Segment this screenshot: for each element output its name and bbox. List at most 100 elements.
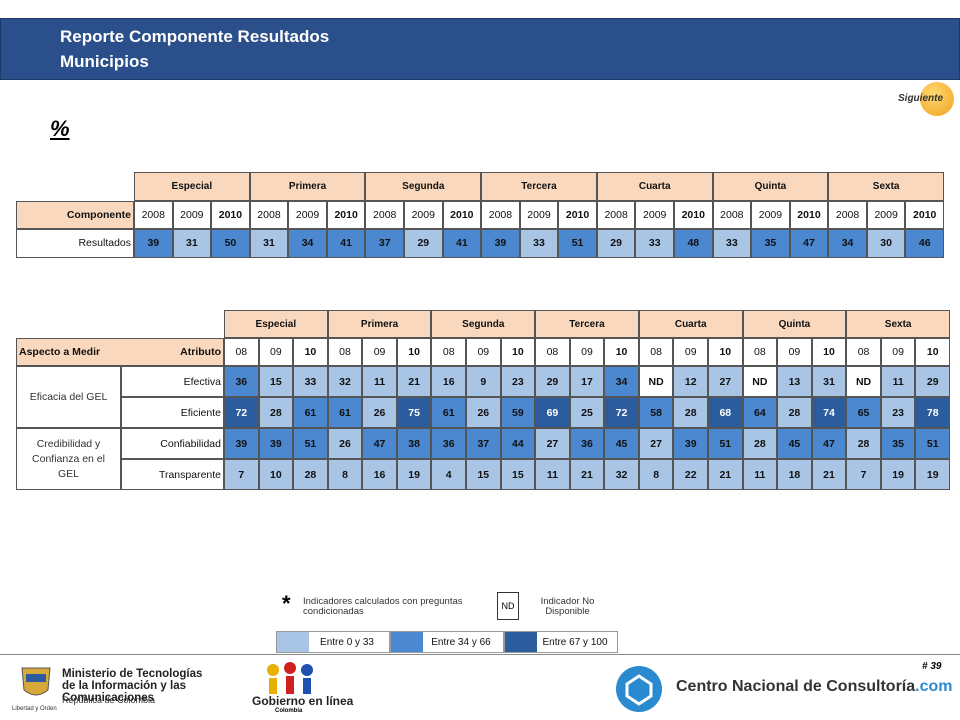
year-header: 09 [466,338,501,366]
value-cell: 72 [604,397,639,428]
value-cell: 75 [396,397,432,428]
group-header: Sexta [846,310,950,338]
value-cell: 33 [635,229,674,258]
unit-label: % [50,116,70,141]
value-cell: 15 [466,459,501,490]
value-cell: 28 [742,428,778,459]
year-header: 09 [673,338,708,366]
value-cell: 21 [811,459,847,490]
year-header: 09 [880,338,916,366]
group-header: Especial [134,172,250,201]
value-cell: 28 [846,428,881,459]
year-header: 10 [500,338,536,366]
value-cell: 33 [712,229,752,258]
value-cell: 39 [258,428,294,459]
value-cell: 9 [466,366,501,397]
value-cell: 21 [396,366,432,397]
value-cell: 16 [362,459,397,490]
next-button-circle[interactable] [920,82,954,116]
value-cell: 29 [404,229,443,258]
year-header: 2008 [365,200,404,229]
value-cell: 15 [500,459,536,490]
year-header: 2008 [481,200,520,229]
republic: República de Colombia [62,695,156,705]
row-header: Componente [16,200,134,229]
value-cell: 23 [880,397,916,428]
value-cell: 26 [362,397,397,428]
value-cell: 51 [708,428,743,459]
value-cell: 78 [915,397,950,428]
year-header: 10 [708,338,743,366]
year-header: 2010 [674,200,713,229]
value-cell: 4 [431,459,466,490]
value-cell: 33 [293,366,328,397]
value-cell: 25 [569,397,605,428]
cnc-cube [625,674,653,706]
group-header: Cuarta [638,310,743,338]
cnc-name: Centro Nacional de Consultoría [676,678,916,695]
year-header: 09 [777,338,812,366]
value-cell: 34 [828,229,867,258]
year-header: 10 [293,338,328,366]
aspect-label: Eficacia del GEL [16,366,121,428]
value-cell: 34 [604,366,639,397]
year-header: 08 [742,338,778,366]
gel-country: Colombia [275,708,303,714]
motto: Libertad y Orden [12,706,57,712]
group-header: Quinta [712,172,829,201]
value-cell: 21 [708,459,743,490]
row-label: Resultados [16,229,134,258]
aspect-label: Credibilidad y Confianza en el GEL [16,428,121,490]
value-cell: 26 [466,397,501,428]
value-cell: 31 [249,229,289,258]
value-cell: 35 [751,229,790,258]
value-cell: 74 [811,397,847,428]
value-cell: 39 [673,428,708,459]
value-cell: 47 [362,428,397,459]
group-header: Especial [224,310,328,338]
value-cell: 37 [466,428,501,459]
value-cell: 11 [535,459,570,490]
value-cell: 39 [481,229,520,258]
year-header: 2009 [172,200,212,229]
legend-nd-box: ND [497,592,519,620]
value-cell: 72 [224,397,259,428]
value-cell: ND [846,366,881,397]
value-cell: 27 [535,428,570,459]
attribute-label: Transparente [121,459,224,490]
page-number: # 39 [922,661,942,672]
year-header: 2008 [712,200,752,229]
value-cell: 26 [327,428,363,459]
ministry: Ministerio de Tecnologías de la Informac… [62,668,203,704]
figure [303,678,311,694]
year-header: 08 [638,338,674,366]
year-header: 10 [915,338,950,366]
subtitle: Municipios [60,52,149,71]
value-cell: 51 [558,229,597,258]
title: Reporte Componente Resultados [60,27,330,46]
value-cell: 18 [777,459,812,490]
value-cell: 7 [224,459,259,490]
value-cell: 28 [673,397,708,428]
group-header: Quinta [742,310,847,338]
value-cell: 13 [777,366,812,397]
year-header: 08 [846,338,881,366]
value-cell: 46 [905,229,944,258]
year-header: 08 [535,338,570,366]
legend-swatch: Entre 0 y 33 [276,631,390,653]
value-cell: 51 [293,428,328,459]
title-bar [0,18,960,80]
aspect-header: Aspecto a Medir [16,338,121,366]
value-cell: 27 [708,366,743,397]
legend-conditional: Indicadores calculados con preguntas con… [303,596,463,617]
value-cell: 29 [596,229,636,258]
value-cell: 29 [535,366,570,397]
value-cell: 45 [604,428,639,459]
group-header: Primera [249,172,366,201]
cnc-circle [616,666,662,712]
footer-rule [0,654,960,655]
year-header: 08 [431,338,466,366]
next-button[interactable]: Siguiente [898,93,944,104]
value-cell: 36 [431,428,466,459]
value-cell: 16 [431,366,466,397]
